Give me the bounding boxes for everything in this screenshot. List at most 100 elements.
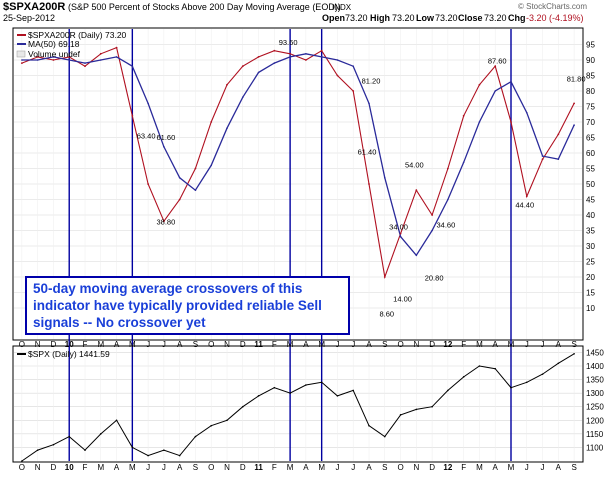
lower-x-tick-label: J [541, 463, 545, 472]
ma50-point [399, 235, 402, 238]
peak-value-label: 8.60 [379, 309, 394, 318]
spxa200r-point [194, 167, 197, 170]
spx-point [336, 395, 339, 397]
peak-value-label: 20.80 [425, 274, 444, 283]
lower-x-tick-label: A [366, 463, 372, 472]
upper-y-tick-label: 60 [586, 149, 595, 158]
spxa200r-point [115, 46, 118, 49]
peak-value-label: 34.00 [389, 223, 408, 232]
upper-legend: $SPXA200R (Daily) 73.20 MA(50) 69.18 Vol… [16, 30, 127, 59]
peak-value-label: 38.80 [156, 218, 175, 227]
spx-point [21, 460, 23, 462]
upper-y-tick-label: 75 [586, 103, 595, 112]
ma50-point [131, 65, 134, 67]
upper-y-tick-label: 10 [586, 304, 595, 313]
spxa200r-point [352, 90, 355, 92]
upper-x-tick-label: D [240, 340, 246, 349]
lower-panel-frame [12, 345, 584, 463]
spxa200r-point [462, 114, 465, 117]
upper-x-tick-label: J [525, 340, 529, 349]
peak-value-label: 81.80 [567, 74, 586, 83]
spxa200r-point [68, 56, 71, 58]
upper-x-tick-label: O [19, 340, 25, 349]
low-value: 73.20 [435, 13, 458, 23]
lower-x-tick-label: F [272, 463, 277, 472]
ma50-point [273, 62, 276, 64]
spxa200r-point [525, 195, 528, 198]
upper-x-tick-label: N [224, 340, 230, 349]
upper-x-tick-label: A [303, 340, 309, 349]
annotation-text: 50-day moving average crossovers of this… [33, 281, 322, 330]
ma50-point [494, 90, 497, 92]
ma50-point [383, 177, 386, 179]
upper-x-tick-label: D [429, 340, 435, 349]
lower-x-tick-label: J [162, 463, 166, 472]
upper-y-tick-label: 35 [586, 227, 595, 236]
peak-value-label: 54.00 [405, 161, 424, 170]
upper-x-tick-label: N [35, 340, 41, 349]
lower-gridlines [14, 347, 582, 461]
ma50-point [210, 164, 213, 167]
low-label: Low [416, 13, 435, 23]
spxa200r-point [399, 232, 402, 235]
lower-x-tick-label: M [129, 463, 136, 472]
spxa200r-point [162, 220, 165, 223]
header-exchange: INDX [332, 3, 352, 12]
upper-x-tick-label: A [177, 340, 183, 349]
upper-x-tick-label: M [97, 340, 104, 349]
lower-x-tick-label: J [525, 463, 529, 472]
upper-x-tick-label: O [397, 340, 403, 349]
upper-y-axis: 10 15 20 25 30 35 40 45 50 55 60 65 70 75 80 85 90 95 [586, 41, 595, 314]
upper-x-tick-label: A [114, 340, 120, 349]
lower-x-tick-label: A [303, 463, 309, 472]
lower-x-tick-label: S [571, 463, 576, 472]
peak-value-label: 93.60 [279, 38, 298, 47]
spx-point [510, 386, 512, 389]
lower-x-tick-label: A [556, 463, 562, 472]
spx-point [368, 424, 370, 427]
lower-x-tick-label: M [508, 463, 515, 472]
ma50-point [557, 158, 560, 160]
lower-x-tick-label: J [146, 463, 150, 472]
annotation-box: 50-day moving average crossovers of this… [25, 276, 350, 335]
lower-x-tick-label: J [351, 463, 355, 472]
lower-x-tick-label: M [318, 463, 325, 472]
upper-x-tick-label: 11 [254, 340, 263, 349]
lower-x-tick-label: A [177, 463, 183, 472]
upper-x-axis: O N D 10 F M A M J J A S O N D 11 F M A M J J A S O N D 12 F M A M J J A S [19, 340, 577, 349]
spxa200r-point [557, 133, 560, 136]
lower-x-tick-label: A [114, 463, 120, 472]
lower-x-tick-label: 12 [443, 463, 452, 472]
ma50-point [68, 59, 71, 61]
spxa200r-point [415, 189, 418, 192]
high-label: High [370, 13, 390, 23]
peak-value-label: 63.40 [137, 131, 156, 140]
lower-x-tick-label: O [208, 463, 214, 472]
chg-label: Chg [508, 13, 526, 23]
peak-labels: 38.80 63.40 61.60 93.60 81.20 61.40 8.60 34.00 1… [137, 38, 586, 318]
lower-x-tick-label: M [97, 463, 104, 472]
ma50-point [178, 177, 181, 179]
upper-x-tick-label: A [493, 340, 499, 349]
spxa200r-point [510, 121, 512, 123]
upper-x-tick-label: S [571, 340, 576, 349]
signal-lines [68, 29, 512, 461]
lower-x-tick-label: J [335, 463, 339, 472]
ma50-point [289, 56, 291, 58]
upper-x-tick-label: F [461, 340, 466, 349]
lower-x-tick-label: S [382, 463, 387, 472]
ma50-point [478, 121, 481, 123]
upper-y-tick-label: 90 [586, 56, 595, 65]
upper-x-tick-label: J [335, 340, 339, 349]
upper-y-tick-label: 30 [586, 242, 595, 251]
spxa200r-point [131, 114, 134, 117]
legend-series1: $SPXA200R (Daily) 73.20 [28, 30, 127, 40]
spx-point [525, 381, 528, 384]
spxa200r-point [320, 49, 323, 52]
spxa200r-point [273, 49, 276, 52]
lower-x-tick-label: N [413, 463, 419, 472]
spx-point [431, 405, 433, 408]
header-description: (S&P 500 Percent of Stocks Above 200 Day… [68, 2, 341, 12]
series-ma50-line [21, 53, 575, 257]
lower-plot [21, 352, 575, 462]
